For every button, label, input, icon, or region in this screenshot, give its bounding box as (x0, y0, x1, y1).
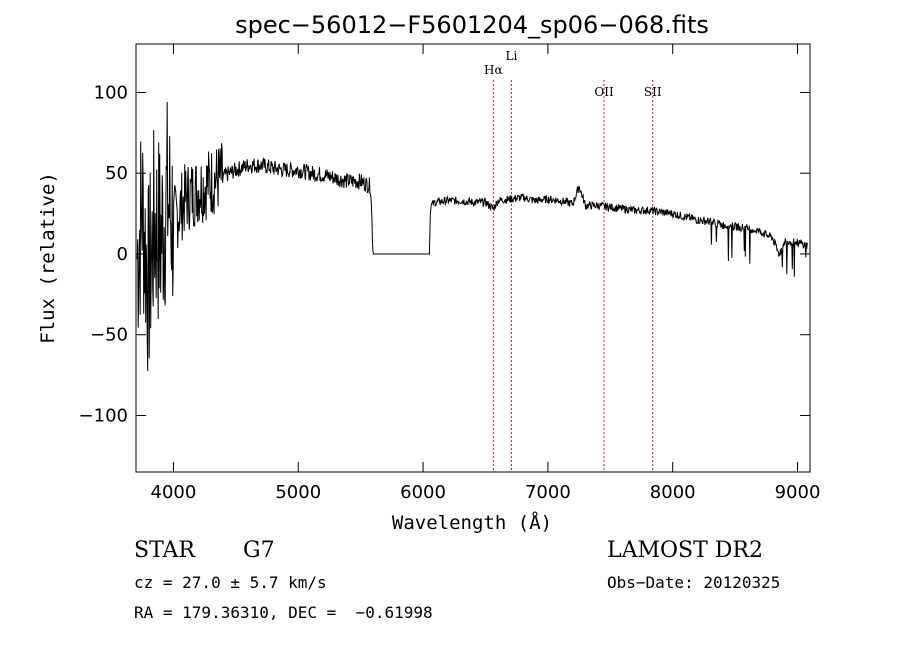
x-tick-label: 8000 (650, 482, 696, 503)
survey-name: LAMOST DR2 (607, 538, 763, 563)
x-tick-label: 4000 (151, 482, 197, 503)
object-subclass: G7 (243, 538, 275, 563)
x-tick-label: 6000 (400, 482, 446, 503)
coordinates: RA = 179.36310, DEC = −0.61998 (134, 603, 433, 622)
y-tick-label: 50 (105, 163, 128, 184)
line-marker-label: Li (506, 49, 518, 63)
y-tick-label: −100 (79, 405, 128, 426)
plot-frame (135, 43, 811, 473)
x-axis-label: Wavelength (Å) (392, 511, 552, 534)
object-class: STAR (134, 538, 195, 563)
x-tick-label: 7000 (525, 482, 571, 503)
chart-title: spec−56012−F5601204_sp06−068.fits (235, 11, 709, 39)
x-tick-label: 5000 (275, 482, 321, 503)
spectrum-line (136, 101, 808, 372)
y-tick-label: 0 (117, 244, 128, 265)
y-tick-label: 100 (94, 82, 128, 103)
x-tick-label: 9000 (775, 482, 821, 503)
y-axis-label: Flux (relative) (37, 172, 59, 344)
axis-ticks: 4000 5000 6000 7000 8000 9000 −100 −50 0 50 100 (79, 44, 821, 503)
line-marker-label: OII (594, 85, 614, 99)
observation-date: Obs−Date: 20120325 (607, 573, 781, 592)
redshift-info: cz = 27.0 ± 5.7 km/s (134, 573, 327, 592)
line-marker-label: SII (644, 85, 662, 99)
y-tick-label: −50 (90, 325, 128, 346)
line-marker-label: Hα (484, 63, 503, 77)
